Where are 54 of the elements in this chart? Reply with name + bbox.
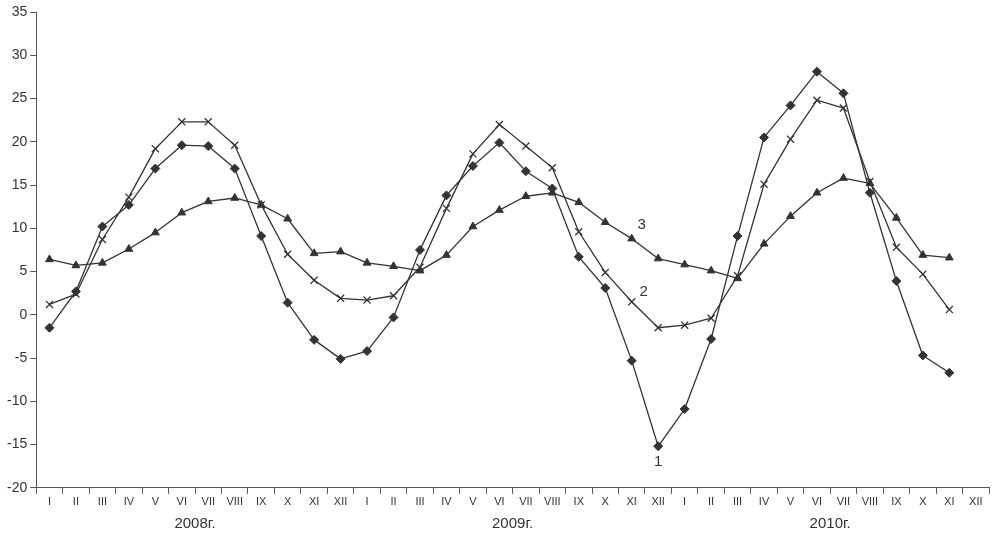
y-tick-label: 25 — [11, 89, 28, 106]
text: 2008г. — [174, 513, 216, 531]
x-tick-label: III — [732, 495, 743, 508]
y-tick-label: 30 — [11, 46, 28, 63]
x-tick-label: XII — [969, 495, 983, 508]
x-tick-label: I — [683, 495, 687, 508]
x-tick-label: IX — [255, 495, 268, 508]
y-tick-label: 0 — [19, 305, 28, 322]
x-tick-label: V — [786, 495, 795, 508]
x-tick-label: IX — [573, 495, 585, 508]
x-tick-label: IX — [891, 495, 903, 508]
x-tick-label: XI — [626, 495, 637, 508]
x-tick-label: IV — [123, 495, 135, 508]
text: 2009г. — [492, 513, 534, 531]
y-tick-label: -20 — [7, 478, 28, 495]
x-tick-label: VIII — [544, 495, 561, 508]
x-tick-label: VII — [201, 495, 215, 508]
x-tick-label: VI — [494, 495, 505, 508]
x-tick-label: III — [97, 495, 107, 508]
x-tick-label: II — [390, 495, 397, 508]
x-tick-label: II — [708, 495, 715, 508]
x-tick-label: V — [469, 495, 478, 508]
x-tick-label: VIII — [861, 495, 879, 508]
x-tick-label: XII — [651, 495, 665, 508]
y-tick-label: -10 — [7, 392, 28, 409]
y-tick-label: 5 — [19, 262, 28, 279]
series-label: 1 — [654, 452, 663, 470]
x-tick-label: I — [47, 495, 51, 508]
x-tick-label: X — [283, 495, 292, 508]
series-label: 3 — [637, 214, 646, 232]
y-tick-label: -15 — [7, 435, 28, 452]
x-tick-label: IV — [441, 495, 453, 508]
y-tick-label: 15 — [11, 175, 28, 192]
x-tick-label: III — [415, 495, 425, 508]
y-tick-label: 20 — [11, 132, 28, 149]
x-tick-label: VII — [519, 495, 533, 508]
x-tick-label: IV — [758, 495, 770, 508]
x-tick-label: VII — [836, 495, 851, 508]
x-tick-label: XII — [333, 495, 348, 508]
x-tick-label: V — [151, 495, 160, 508]
y-tick-label: 10 — [11, 219, 28, 236]
text: 2010г. — [809, 513, 851, 531]
y-tick-label: 35 — [11, 2, 28, 19]
series-label: 2 — [639, 281, 648, 299]
x-tick-label: VI — [811, 495, 823, 508]
x-tick-label: X — [601, 495, 610, 508]
x-tick-label: X — [919, 495, 928, 508]
y-tick-label: -5 — [14, 348, 28, 365]
x-tick-label: XI — [308, 495, 320, 508]
x-tick-label: II — [72, 495, 79, 508]
x-tick-label: VI — [176, 495, 187, 508]
x-tick-label: VIII — [226, 495, 243, 508]
x-tick-label: I — [365, 495, 369, 508]
x-tick-label: XI — [944, 495, 955, 508]
